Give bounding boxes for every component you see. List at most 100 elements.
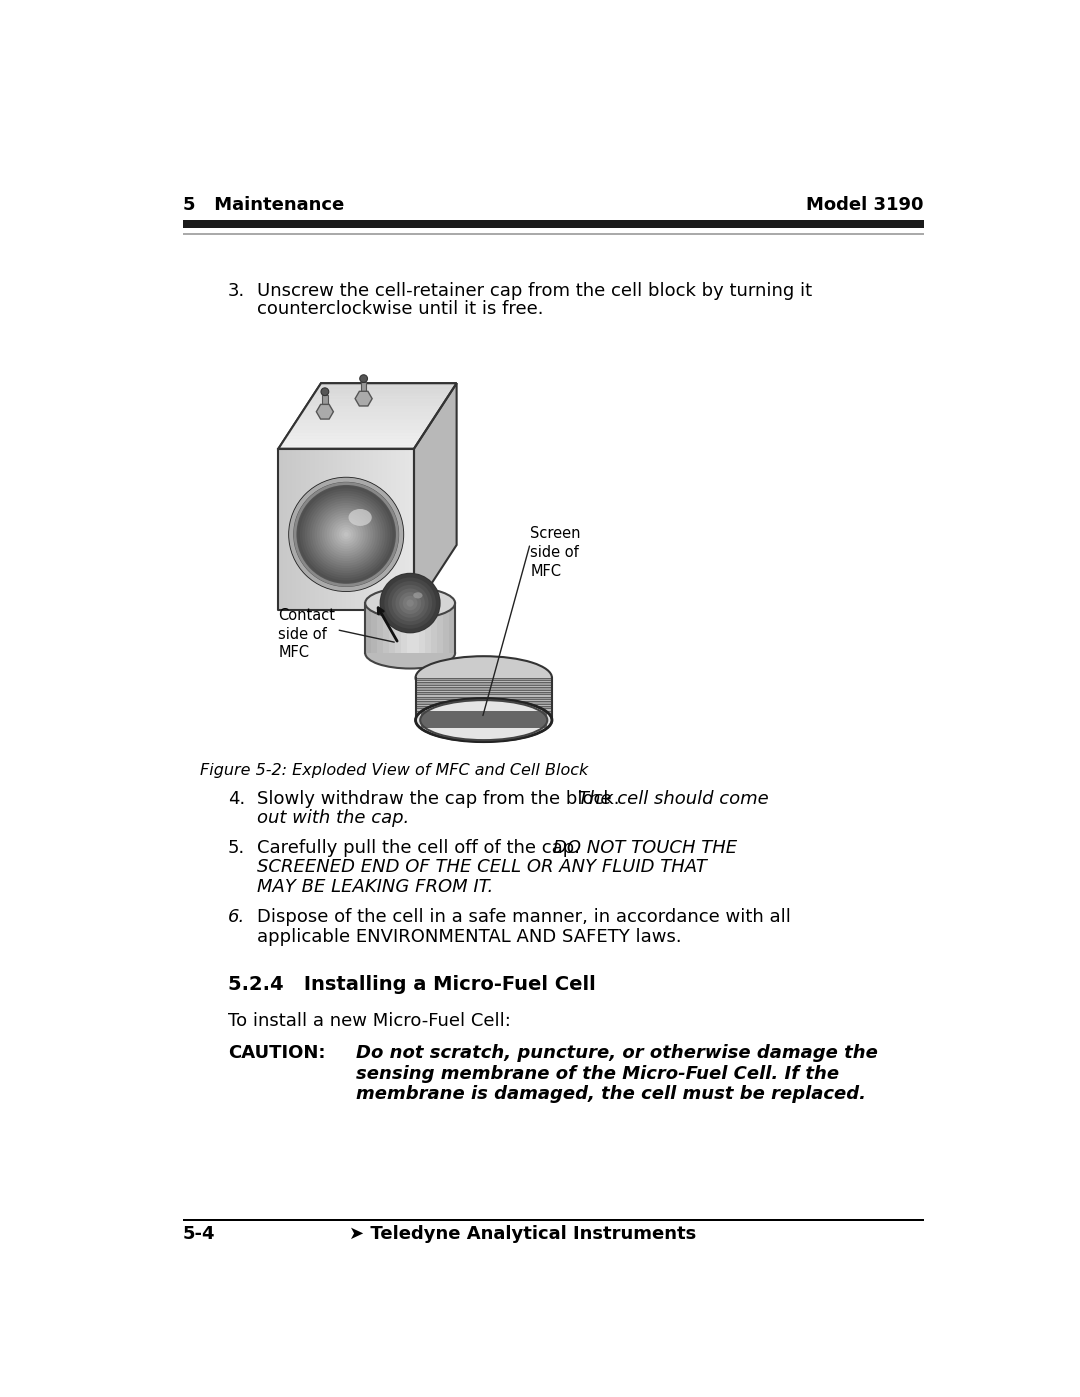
Text: 5.: 5.: [228, 840, 245, 858]
Circle shape: [334, 522, 359, 546]
Polygon shape: [301, 409, 440, 412]
Circle shape: [326, 515, 366, 553]
Circle shape: [300, 489, 392, 581]
Text: 5.2.4   Installing a Micro-Fuel Cell: 5.2.4 Installing a Micro-Fuel Cell: [228, 975, 596, 993]
Polygon shape: [314, 390, 453, 393]
Text: Figure 5-2: Exploded View of MFC and Cell Block: Figure 5-2: Exploded View of MFC and Cel…: [201, 763, 589, 778]
Circle shape: [380, 574, 440, 633]
Text: sensing membrane of the Micro-Fuel Cell. If the: sensing membrane of the Micro-Fuel Cell.…: [356, 1065, 839, 1083]
Circle shape: [305, 493, 388, 576]
Circle shape: [403, 595, 418, 610]
Bar: [416, 705, 552, 708]
Bar: [416, 685, 552, 687]
Bar: [396, 448, 401, 610]
Polygon shape: [287, 432, 424, 436]
Circle shape: [312, 500, 380, 569]
Bar: [296, 448, 301, 610]
Bar: [443, 604, 449, 654]
Circle shape: [380, 574, 440, 633]
Bar: [324, 448, 329, 610]
Polygon shape: [414, 383, 457, 610]
Bar: [361, 381, 366, 398]
Text: Carefully pull the cell off of the cap.: Carefully pull the cell off of the cap.: [257, 840, 592, 858]
Bar: [449, 604, 455, 654]
Circle shape: [324, 513, 368, 556]
Circle shape: [316, 506, 376, 563]
Bar: [306, 448, 311, 610]
Circle shape: [395, 588, 424, 617]
Circle shape: [289, 478, 403, 591]
Bar: [416, 708, 552, 711]
Circle shape: [400, 592, 421, 615]
Bar: [416, 697, 552, 698]
Text: SCREENED END OF THE CELL OR ANY FLUID THAT: SCREENED END OF THE CELL OR ANY FLUID TH…: [257, 858, 707, 876]
Bar: [333, 448, 338, 610]
Circle shape: [314, 503, 378, 566]
Circle shape: [302, 490, 390, 578]
Bar: [287, 448, 293, 610]
Circle shape: [321, 388, 328, 395]
Bar: [416, 701, 552, 704]
Bar: [416, 715, 552, 718]
Bar: [314, 448, 320, 610]
Text: MAY BE LEAKING FROM IT.: MAY BE LEAKING FROM IT.: [257, 877, 494, 895]
Circle shape: [341, 529, 351, 539]
Polygon shape: [283, 439, 420, 441]
Bar: [319, 448, 324, 610]
Bar: [416, 687, 552, 690]
Circle shape: [307, 496, 386, 573]
Text: Screen
side of
MFC: Screen side of MFC: [530, 527, 581, 578]
Text: 5   Maintenance: 5 Maintenance: [183, 196, 345, 214]
Polygon shape: [306, 402, 444, 407]
Bar: [372, 604, 377, 654]
Bar: [389, 604, 395, 654]
Text: CAUTION:: CAUTION:: [228, 1044, 325, 1062]
Text: 3.: 3.: [228, 282, 245, 299]
Circle shape: [392, 585, 429, 622]
Bar: [416, 692, 552, 694]
Bar: [292, 448, 297, 610]
Text: Dispose of the cell in a safe manner, in accordance with all: Dispose of the cell in a safe manner, in…: [257, 908, 792, 926]
Bar: [407, 604, 414, 654]
Bar: [409, 448, 415, 610]
Text: To install a new Micro-Fuel Cell:: To install a new Micro-Fuel Cell:: [228, 1011, 511, 1030]
Bar: [328, 448, 334, 610]
Circle shape: [339, 527, 353, 542]
Text: Do not scratch, puncture, or otherwise damage the: Do not scratch, puncture, or otherwise d…: [356, 1044, 878, 1062]
Circle shape: [310, 497, 382, 571]
Circle shape: [332, 520, 361, 549]
Bar: [382, 448, 388, 610]
Bar: [368, 448, 374, 610]
Bar: [374, 448, 379, 610]
Polygon shape: [279, 446, 416, 448]
Text: applicable ENVIRONMENTAL AND SAFETY laws.: applicable ENVIRONMENTAL AND SAFETY laws…: [257, 928, 683, 946]
Bar: [383, 604, 389, 654]
Text: ➤ Teledyne Analytical Instruments: ➤ Teledyne Analytical Instruments: [349, 1225, 697, 1243]
Circle shape: [337, 525, 356, 543]
Bar: [378, 448, 383, 610]
Bar: [416, 678, 552, 680]
Ellipse shape: [419, 698, 548, 742]
Circle shape: [388, 581, 432, 624]
Bar: [419, 604, 426, 654]
Polygon shape: [289, 429, 427, 432]
Bar: [416, 711, 552, 712]
Ellipse shape: [416, 698, 552, 742]
Circle shape: [360, 374, 367, 383]
Text: out with the cap.: out with the cap.: [257, 809, 409, 827]
Ellipse shape: [349, 509, 372, 525]
Circle shape: [297, 486, 395, 583]
Bar: [279, 448, 284, 610]
Polygon shape: [316, 387, 455, 390]
Bar: [283, 448, 288, 610]
Bar: [395, 604, 401, 654]
Ellipse shape: [416, 657, 552, 700]
Polygon shape: [281, 441, 418, 446]
Bar: [341, 448, 347, 610]
Text: DO NOT TOUCH THE: DO NOT TOUCH THE: [553, 840, 737, 858]
Bar: [347, 448, 351, 610]
Bar: [365, 604, 455, 654]
Polygon shape: [285, 436, 422, 439]
Bar: [416, 718, 552, 719]
Bar: [416, 680, 552, 683]
